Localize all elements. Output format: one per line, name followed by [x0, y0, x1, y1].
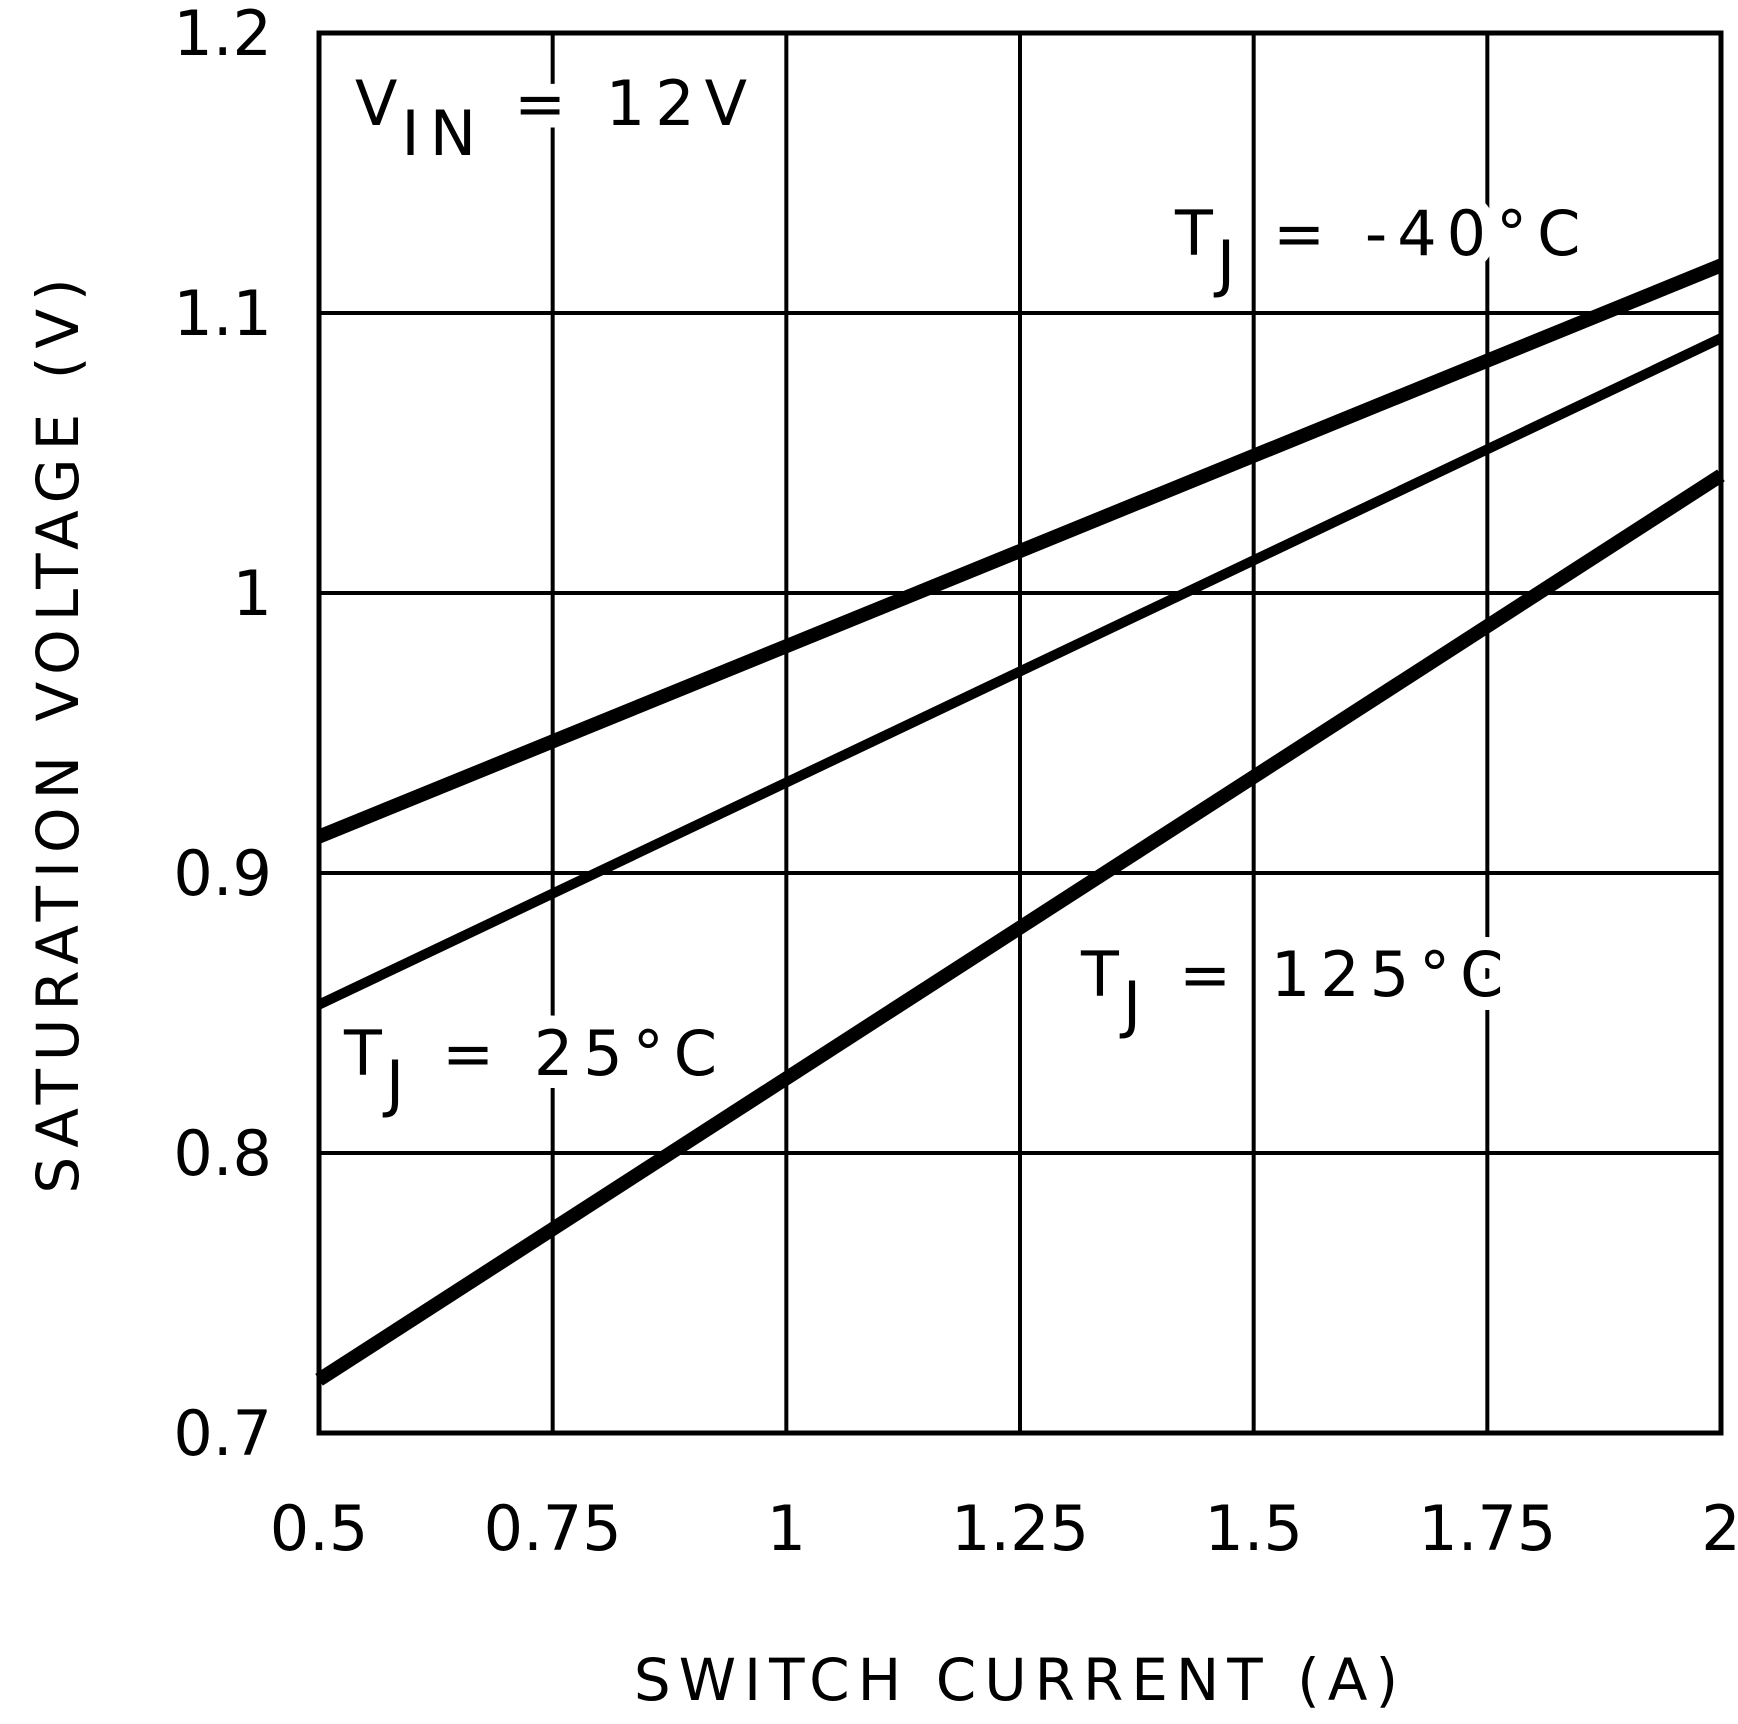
annotation-sub: J [1119, 968, 1151, 1041]
y-tick-label: 0.9 [173, 837, 272, 910]
annotation-main: V [355, 67, 407, 140]
annotation-rest: = 12V [514, 67, 757, 140]
x-tick-label: 1.5 [1204, 1492, 1303, 1565]
annotation-sub: J [1213, 227, 1245, 300]
data-line [315, 469, 1725, 1386]
annotation: TJ = 25°C [343, 1017, 727, 1120]
y-tick-label: 1 [233, 557, 272, 630]
x-axis-title: SWITCH CURRENT (A) [634, 1646, 1406, 1714]
annotation: TJ = 125°C [1080, 938, 1513, 1041]
x-tick-label: 1.25 [951, 1492, 1089, 1565]
x-tick-label: 2 [1701, 1492, 1738, 1565]
plot-frame [316, 30, 1724, 1436]
x-tick-label: 1 [767, 1492, 806, 1565]
y-axis-title: SATURATION VOLTAGE (V) [24, 270, 92, 1193]
annotation-main: T [1174, 197, 1223, 270]
annotation-rest: = -40°C [1273, 197, 1590, 270]
x-tick-label: 0.5 [270, 1492, 369, 1565]
data-line [316, 258, 1724, 844]
annotation-rest: = 25°C [442, 1017, 727, 1090]
y-tick-label: 1.1 [173, 277, 272, 350]
y-tick-label: 1.2 [173, 0, 272, 70]
annotation-main: T [343, 1017, 392, 1090]
x-tick-label: 1.75 [1418, 1492, 1556, 1565]
x-tick-label: 0.75 [484, 1492, 622, 1565]
annotation: VIN = 12V [355, 67, 757, 170]
y-tick-label: 0.7 [173, 1397, 272, 1470]
data-line [316, 333, 1724, 1010]
annotation-sub: J [382, 1047, 414, 1120]
annotation-rest: = 125°C [1179, 938, 1513, 1011]
annotation-sub: IN [401, 97, 486, 170]
annotation-main: T [1080, 938, 1129, 1011]
y-tick-label: 0.8 [173, 1117, 272, 1190]
annotation: TJ = -40°C [1174, 197, 1590, 300]
